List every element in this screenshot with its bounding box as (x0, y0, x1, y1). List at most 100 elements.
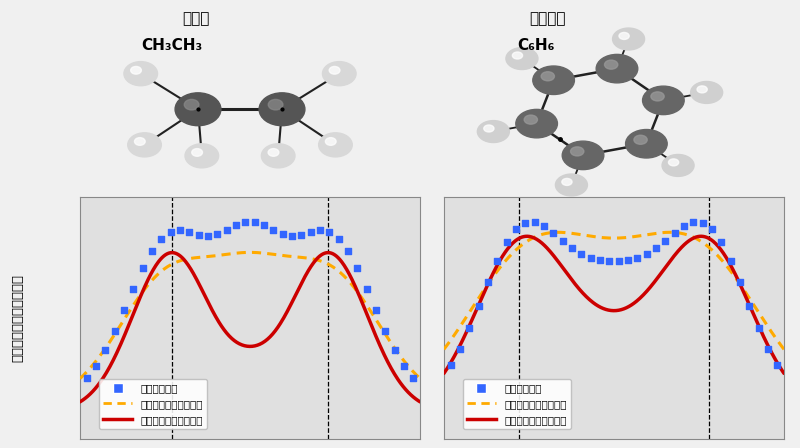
Circle shape (524, 115, 538, 124)
Circle shape (541, 72, 554, 81)
Point (584, 254, 597, 261)
Point (566, 244, 578, 251)
Circle shape (184, 99, 199, 110)
Point (304, 228, 317, 235)
Circle shape (185, 144, 218, 168)
Circle shape (134, 138, 146, 145)
Circle shape (130, 66, 142, 74)
Point (650, 244, 662, 251)
Point (659, 237, 672, 244)
Point (463, 325, 476, 332)
Point (370, 307, 382, 314)
Point (612, 258, 625, 265)
Circle shape (268, 149, 279, 156)
Point (752, 325, 765, 332)
Point (444, 362, 457, 369)
Point (239, 219, 252, 226)
Point (342, 248, 354, 255)
Circle shape (512, 52, 522, 59)
Circle shape (533, 66, 574, 95)
Point (519, 219, 532, 226)
Point (640, 250, 653, 257)
Point (99, 346, 112, 353)
Point (472, 302, 485, 309)
Point (762, 345, 774, 352)
Circle shape (516, 109, 558, 138)
Legend: ポテンシャル, 電子密度（理論計算）, 電子密度（機械学習）: ポテンシャル, 電子密度（理論計算）, 電子密度（機械学習） (462, 379, 571, 429)
Circle shape (322, 62, 356, 86)
Point (332, 235, 345, 242)
Point (379, 327, 392, 335)
Point (183, 228, 196, 235)
Point (454, 345, 466, 352)
Point (258, 222, 270, 229)
Point (314, 226, 326, 233)
Circle shape (192, 149, 202, 156)
Legend: ポテンシャル, 電子密度（理論計算）, 電子密度（機械学習）: ポテンシャル, 電子密度（理論計算）, 電子密度（機械学習） (99, 379, 207, 429)
Circle shape (268, 99, 283, 110)
Point (668, 229, 681, 236)
Point (594, 256, 606, 263)
Circle shape (326, 138, 336, 145)
Circle shape (626, 129, 667, 158)
Circle shape (329, 66, 340, 74)
Point (528, 218, 541, 225)
Point (118, 307, 130, 314)
Point (491, 257, 504, 264)
Point (155, 235, 168, 242)
Point (174, 226, 186, 233)
Point (743, 302, 756, 309)
Point (388, 346, 401, 353)
Circle shape (262, 144, 295, 168)
Circle shape (478, 121, 510, 142)
Point (603, 258, 616, 265)
Circle shape (596, 54, 638, 83)
Circle shape (318, 133, 352, 157)
Point (192, 231, 205, 238)
Point (164, 228, 177, 235)
Point (286, 233, 298, 240)
Circle shape (555, 174, 587, 196)
Circle shape (634, 135, 647, 144)
Circle shape (605, 60, 618, 69)
Point (146, 248, 158, 255)
Circle shape (651, 92, 664, 101)
Point (136, 265, 149, 272)
Circle shape (570, 147, 584, 156)
Circle shape (562, 141, 604, 170)
Circle shape (697, 86, 707, 93)
Text: エタン: エタン (182, 11, 210, 26)
Point (267, 227, 280, 234)
Point (323, 228, 336, 235)
Point (575, 250, 588, 257)
Point (500, 239, 513, 246)
Point (687, 218, 700, 225)
Circle shape (124, 62, 158, 86)
Point (770, 362, 783, 369)
Point (360, 285, 373, 293)
Point (547, 229, 560, 236)
Point (510, 226, 522, 233)
Point (724, 257, 737, 264)
Point (295, 231, 308, 238)
Point (482, 279, 494, 286)
Point (211, 231, 224, 238)
Point (108, 327, 121, 335)
Circle shape (484, 125, 494, 132)
Point (678, 222, 690, 229)
Point (715, 239, 728, 246)
Text: CH₃CH₃: CH₃CH₃ (142, 38, 202, 53)
Point (538, 222, 550, 229)
Point (81, 375, 94, 382)
Circle shape (613, 28, 645, 50)
Point (276, 231, 289, 238)
Circle shape (259, 93, 305, 126)
Point (407, 375, 420, 382)
Point (696, 219, 709, 226)
Circle shape (562, 178, 572, 185)
Text: ベンゼン: ベンゼン (530, 11, 566, 26)
Circle shape (128, 133, 162, 157)
Circle shape (662, 155, 694, 177)
Point (230, 222, 242, 229)
Point (622, 256, 634, 263)
